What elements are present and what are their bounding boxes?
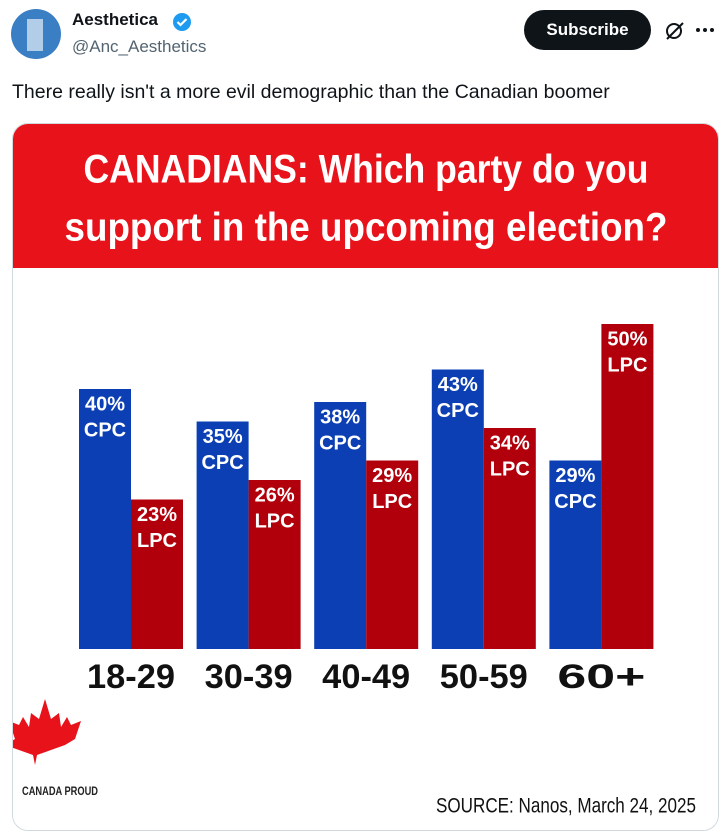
avatar[interactable] bbox=[11, 9, 61, 59]
data-label: 38% bbox=[320, 406, 360, 428]
bar bbox=[431, 369, 484, 649]
chart-title: support in the upcoming election? bbox=[65, 206, 668, 250]
chart-title: CANADIANS: Which party do you bbox=[84, 148, 649, 192]
series-label: CPC bbox=[319, 432, 361, 454]
author-name[interactable]: Aesthetica bbox=[72, 10, 158, 29]
data-label: 23% bbox=[137, 504, 177, 526]
data-label: 40% bbox=[85, 393, 125, 415]
series-label: CPC bbox=[554, 491, 596, 513]
series-label: LPC bbox=[372, 491, 412, 513]
bar bbox=[131, 499, 183, 649]
bar bbox=[196, 421, 249, 649]
x-tick-label: 50-59 bbox=[440, 658, 528, 696]
author-handle[interactable]: @Anc_Aesthetics bbox=[72, 37, 207, 56]
x-tick-label: 60+ bbox=[557, 658, 645, 696]
data-label: 26% bbox=[255, 484, 295, 506]
chart-source: SOURCE: Nanos, March 24, 2025 bbox=[436, 795, 696, 818]
verified-badge bbox=[173, 13, 191, 31]
data-label: 50% bbox=[607, 328, 647, 350]
bar bbox=[483, 428, 536, 649]
logo-text: CANADA PROUD bbox=[22, 784, 98, 798]
series-label: LPC bbox=[137, 530, 177, 552]
series-label: LPC bbox=[255, 510, 295, 532]
x-tick-label: 18-29 bbox=[87, 658, 175, 696]
series-label: CPC bbox=[201, 452, 243, 474]
bar bbox=[79, 389, 131, 649]
bar bbox=[549, 460, 602, 649]
data-label: 43% bbox=[438, 374, 478, 396]
chart: CANADIANS: Which party do you support in… bbox=[13, 124, 718, 830]
post-text: There really isn't a more evil demograph… bbox=[12, 81, 610, 103]
data-label: 29% bbox=[372, 465, 412, 487]
bar bbox=[314, 402, 367, 649]
title-banner bbox=[13, 124, 718, 268]
series-label: CPC bbox=[437, 400, 479, 422]
series-label: CPC bbox=[84, 419, 126, 441]
data-label: 35% bbox=[203, 426, 243, 448]
maple-leaf bbox=[13, 699, 81, 765]
more-icon[interactable] bbox=[695, 25, 717, 35]
bar bbox=[601, 324, 654, 649]
image-card[interactable]: CANADIANS: Which party do you support in… bbox=[12, 123, 719, 831]
grok-icon[interactable] bbox=[663, 19, 687, 43]
data-label: 29% bbox=[555, 465, 595, 487]
bar bbox=[366, 460, 419, 649]
x-tick-label: 30-39 bbox=[205, 658, 293, 696]
x-tick-label: 40-49 bbox=[322, 658, 410, 696]
series-label: LPC bbox=[607, 354, 647, 376]
bar bbox=[248, 480, 301, 649]
subscribe-button[interactable]: Subscribe bbox=[524, 10, 651, 50]
series-label: LPC bbox=[490, 458, 530, 480]
data-label: 34% bbox=[490, 432, 530, 454]
